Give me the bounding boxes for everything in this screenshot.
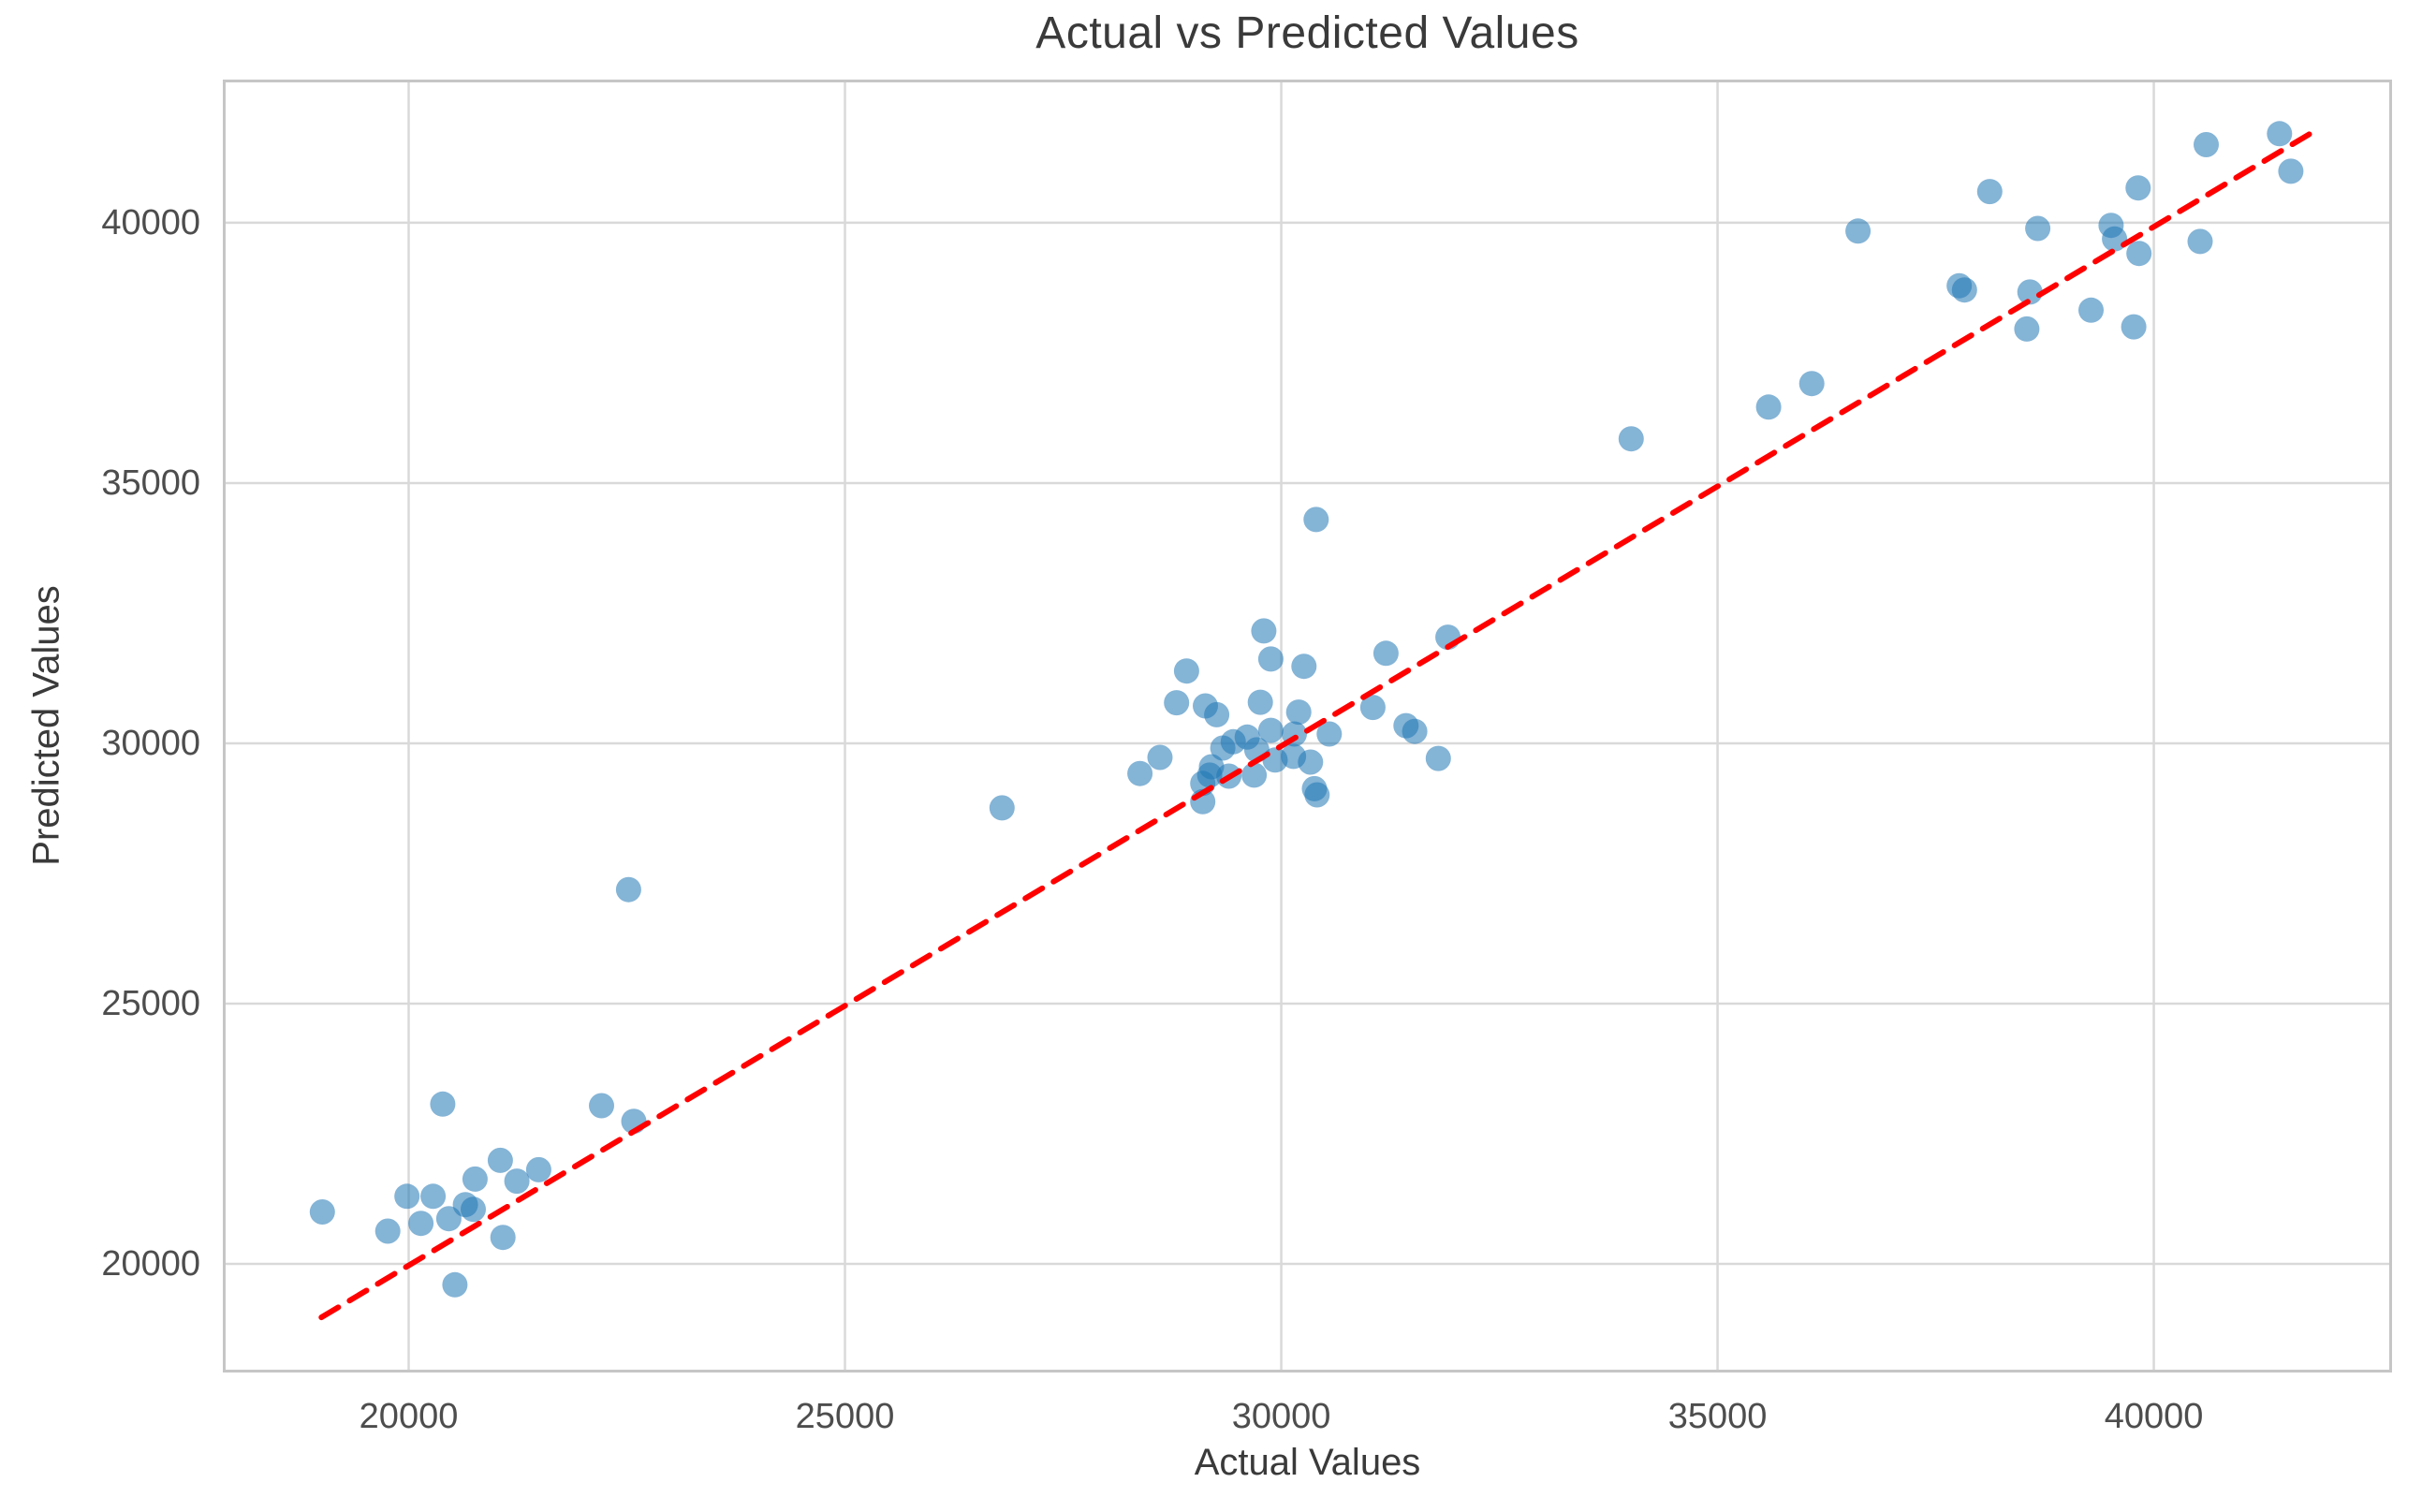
scatter-point: [1798, 371, 1825, 397]
scatter-point: [1291, 653, 1317, 680]
scatter-point: [1251, 618, 1277, 644]
scatter-point: [589, 1093, 614, 1119]
scatter-point: [2025, 215, 2051, 242]
scatter-point: [1425, 745, 1451, 771]
scatter-point: [487, 1147, 513, 1173]
scatter-point: [374, 1218, 401, 1244]
x-tick-label: 25000: [795, 1397, 895, 1436]
scatter-point: [1304, 782, 1330, 808]
x-tick-label: 35000: [1667, 1397, 1768, 1436]
scatter-point: [1303, 506, 1329, 533]
scatter-point: [1755, 394, 1782, 420]
scatter-point: [1316, 721, 1343, 747]
scatter-point: [430, 1091, 456, 1117]
scatter-point: [1257, 646, 1284, 672]
x-axis-label: Actual Values: [1194, 1442, 1421, 1483]
scatter-point: [1247, 689, 1273, 715]
scatter-point: [2194, 132, 2219, 157]
scatter-point: [1147, 744, 1173, 771]
scatter-point: [1951, 277, 1977, 303]
scatter-point: [1618, 426, 1644, 452]
scatter-point: [2121, 314, 2147, 340]
scatter-point: [1204, 701, 1230, 727]
scatter-point: [504, 1168, 530, 1195]
y-tick-label: 40000: [101, 202, 200, 242]
scatter-point: [1298, 749, 1324, 775]
y-tick-label: 25000: [101, 984, 200, 1024]
chart-title: Actual vs Predicted Values: [1035, 8, 1579, 58]
scatter-point: [1359, 695, 1386, 721]
scatter-point: [490, 1225, 516, 1251]
scatter-point: [2017, 279, 2043, 305]
scatter-point: [1127, 760, 1153, 786]
scatter-point: [442, 1271, 468, 1298]
identity-line: [318, 131, 2312, 1321]
scatter-point: [1402, 718, 1428, 744]
scatter-point: [2267, 121, 2293, 147]
scatter-point: [309, 1199, 335, 1225]
scatter-point: [394, 1183, 420, 1210]
y-tick-label: 30000: [101, 723, 200, 763]
scatter-point: [461, 1196, 486, 1223]
y-tick-label: 20000: [101, 1244, 200, 1284]
scatter-point: [462, 1166, 488, 1192]
scatter-point: [2125, 175, 2151, 201]
scatter-point: [2078, 297, 2104, 323]
scatter-point: [525, 1156, 551, 1182]
scatter-point: [2187, 228, 2213, 255]
scatter-point: [989, 795, 1015, 821]
scatter-point: [1285, 699, 1312, 726]
scatter-point: [435, 1206, 462, 1232]
plot-area: [223, 80, 2392, 1373]
scatter-point: [420, 1183, 447, 1210]
scatter-point: [2278, 158, 2304, 184]
x-tick-label: 40000: [2104, 1397, 2204, 1436]
scatter-point: [615, 876, 641, 903]
scatter-point: [1173, 658, 1199, 684]
y-tick-label: 35000: [101, 462, 200, 503]
scatter-point: [1164, 690, 1190, 716]
plot-border: [223, 80, 2392, 1373]
scatter-point: [1241, 762, 1268, 788]
scatter-point: [408, 1211, 434, 1237]
scatter-point: [2014, 316, 2040, 342]
scatter-point: [2126, 241, 2152, 267]
scatter-point: [1257, 717, 1284, 743]
scatter-point: [1372, 640, 1399, 667]
scatter-point: [1845, 218, 1872, 244]
scatter-point: [1976, 179, 2003, 205]
x-tick-label: 30000: [1231, 1397, 1331, 1436]
x-tick-label: 20000: [359, 1397, 459, 1436]
scatter-point: [2102, 226, 2128, 252]
